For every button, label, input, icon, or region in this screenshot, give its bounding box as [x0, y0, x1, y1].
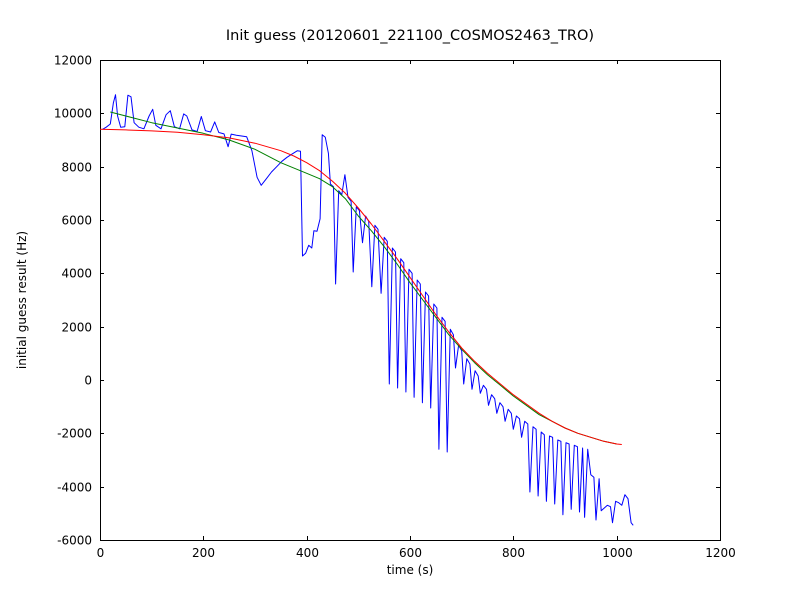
x-tick-label: 1000: [602, 546, 633, 560]
x-tick-label: 0: [97, 546, 105, 560]
x-tick-label: 800: [502, 546, 525, 560]
y-axis-label: initial guess result (Hz): [15, 230, 29, 370]
axes-frame: [100, 60, 721, 541]
y-tick-label: -6000: [57, 534, 92, 548]
y-tick-label: 6000: [61, 214, 92, 228]
y-tick-label: 8000: [61, 161, 92, 175]
y-tick-label: 12000: [54, 54, 92, 68]
y-tick-label: -4000: [57, 481, 92, 495]
y-tick-label: -2000: [57, 427, 92, 441]
y-tick-label: 2000: [61, 321, 92, 335]
series-line-blue-data: [102, 94, 634, 526]
x-tick-label: 600: [399, 546, 422, 560]
x-tick-label: 400: [296, 546, 319, 560]
series-line-red-fit: [99, 128, 622, 445]
x-tick-label: 200: [192, 546, 215, 560]
y-tick-label: 4000: [61, 267, 92, 281]
y-tick-label: 0: [84, 374, 92, 388]
series-line-green-fit: [110, 111, 617, 445]
x-tick-label: 1200: [705, 546, 736, 560]
chart-title: Init guess (20120601_221100_COSMOS2463_T…: [225, 28, 595, 44]
x-axis-label: time (s): [386, 563, 434, 577]
y-tick-label: 10000: [54, 107, 92, 121]
